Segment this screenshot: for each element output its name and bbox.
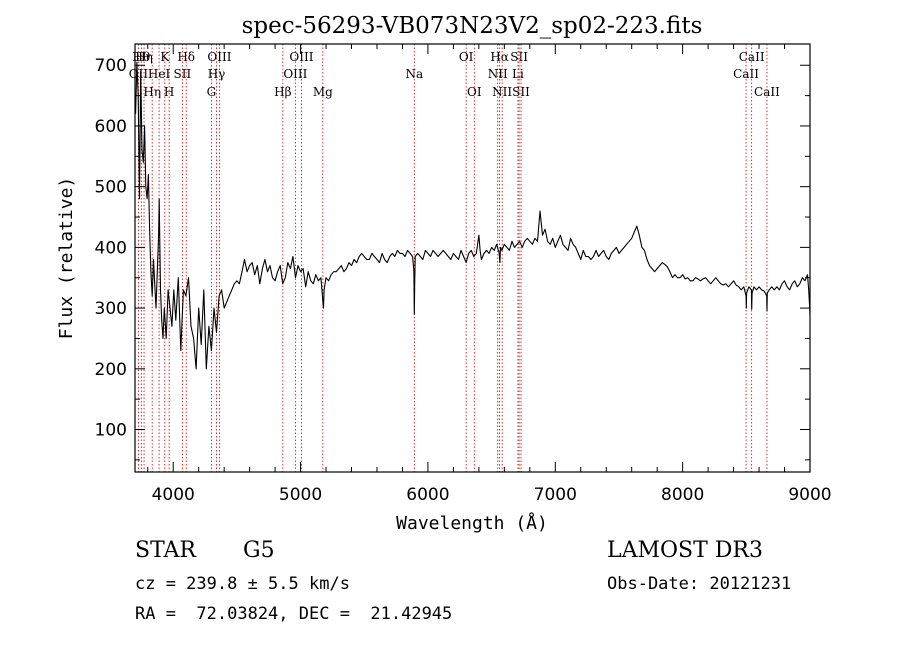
line-marker-label: OIII — [207, 50, 231, 64]
line-marker-label: Hβ — [274, 85, 291, 99]
x-tick-label: 4000 — [152, 485, 195, 505]
line-marker-label: CaII — [754, 85, 780, 99]
x-tick-label: 7000 — [534, 485, 577, 505]
x-tick-label: 9000 — [788, 485, 831, 505]
line-marker-label: H — [164, 85, 174, 99]
line-marker-label: Na — [405, 67, 423, 81]
line-marker-label: SII — [174, 67, 192, 81]
chart-title: spec-56293-VB073N23V2_sp02-223.fits — [242, 13, 703, 39]
x-axis-label: Wavelength (Å) — [396, 512, 548, 534]
line-marker-label: OI — [459, 50, 474, 64]
y-tick-label: 400 — [95, 238, 127, 258]
line-marker-label: K — [160, 50, 170, 64]
line-marker-label: SII — [512, 85, 530, 99]
x-tick-label: 5000 — [279, 485, 322, 505]
spectrum-series — [135, 61, 811, 370]
spectrum-line — [135, 61, 811, 370]
line-marker-label: Hγ — [208, 67, 226, 81]
y-tick-label: 500 — [95, 178, 127, 198]
line-marker-label: HeI — [148, 67, 171, 81]
line-marker-label: G — [207, 85, 217, 99]
line-marker-label: Mg — [313, 85, 333, 99]
line-marker-label: OII — [129, 67, 149, 81]
y-tick-label: 200 — [95, 360, 127, 380]
line-marker-label: Hη — [135, 50, 153, 64]
line-marker-label: NII — [492, 85, 512, 99]
coordinates-label: RA = 72.03824, DEC = 21.42945 — [135, 604, 453, 624]
line-marker-label: CaII — [739, 50, 765, 64]
y-tick-label: 100 — [95, 421, 127, 441]
subclass-label: G5 — [243, 538, 275, 563]
y-tick-label: 300 — [95, 299, 127, 319]
line-marker-label: Li — [512, 67, 524, 81]
y-tick-label: 700 — [95, 56, 127, 76]
line-marker-label: CaII — [733, 67, 759, 81]
line-marker-label: NII — [488, 67, 508, 81]
line-markers: OIIHθHηHηHeIKHSIIHδGHγOIIIHβOIIIOIIIMgNa… — [129, 44, 780, 472]
line-marker-label: Hθ — [133, 50, 151, 64]
line-marker-label: Hη — [143, 85, 161, 99]
line-marker-label: OI — [467, 85, 482, 99]
redshift-label: cz = 239.8 ± 5.5 km/s — [135, 574, 350, 594]
y-tick-label: 600 — [95, 117, 127, 137]
line-marker-label: OIII — [289, 50, 313, 64]
line-marker-label: OIII — [283, 67, 307, 81]
x-tick-label: 6000 — [406, 485, 449, 505]
y-axis-ticks: 100 200 300 400 500 600 700 — [95, 56, 810, 461]
x-tick-label: 8000 — [661, 485, 704, 505]
survey-label: LAMOST DR3 — [607, 538, 763, 563]
line-marker-label: Hα — [490, 50, 509, 64]
y-axis-label: Flux (relative) — [56, 177, 77, 340]
x-axis-ticks: 4000 5000 6000 7000 8000 9000 — [147, 44, 832, 505]
line-marker-label: SII — [510, 50, 528, 64]
object-type-label: STAR — [135, 538, 196, 563]
line-marker-label: Hδ — [177, 50, 195, 64]
plot-frame — [134, 43, 811, 473]
obs-date-label: Obs-Date: 20121231 — [607, 574, 792, 594]
